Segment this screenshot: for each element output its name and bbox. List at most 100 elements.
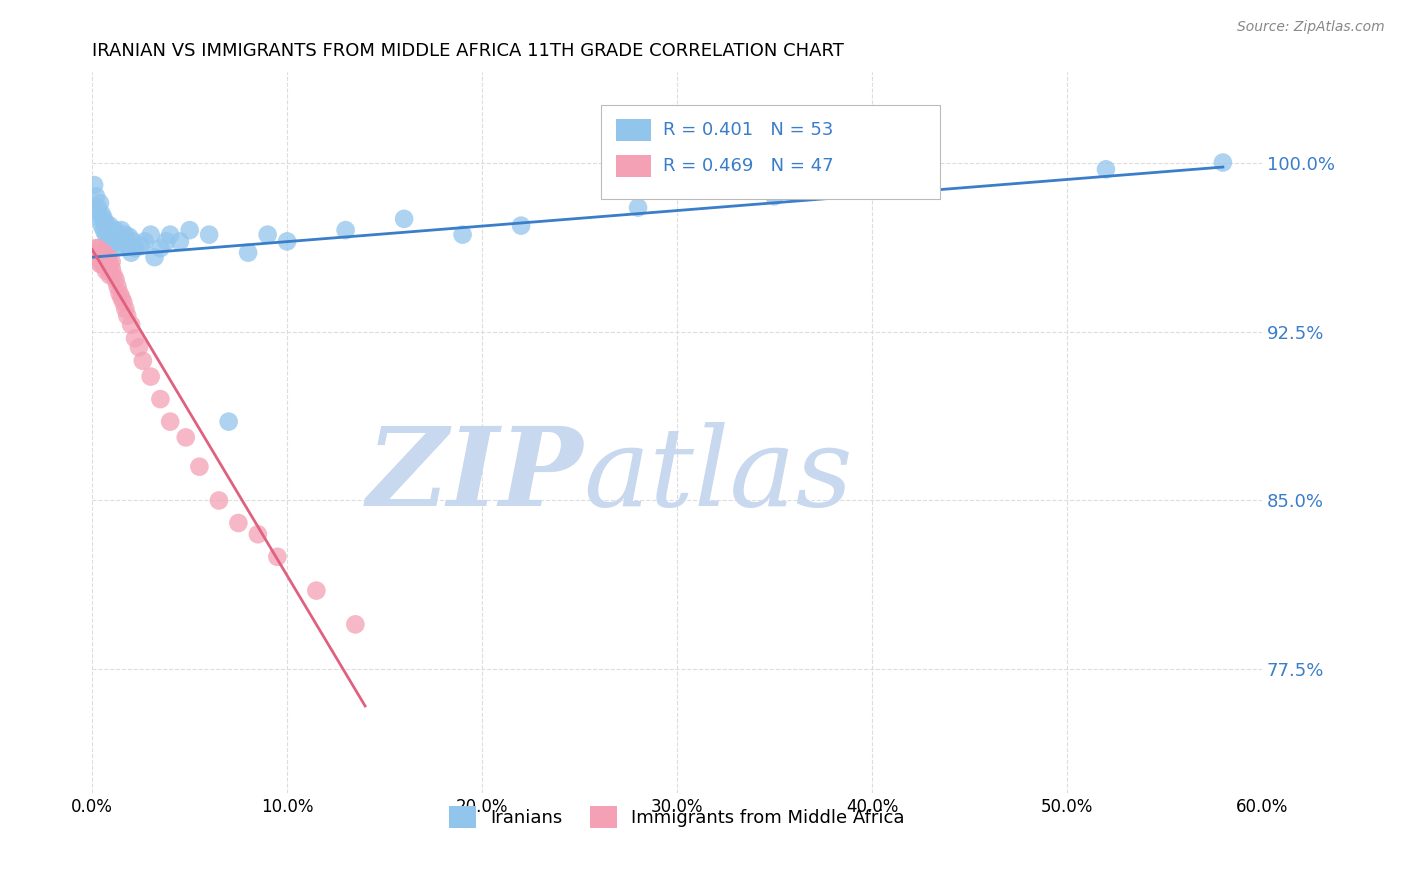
Point: [107, 227, 129, 242]
Point: [188, 459, 211, 474]
Point: [143, 250, 166, 264]
Point: [100, 254, 122, 268]
Point: [83, 178, 105, 192]
Point: [627, 201, 650, 215]
Point: [114, 301, 136, 316]
Text: Source: ZipAtlas.com: Source: ZipAtlas.com: [1237, 20, 1385, 34]
Point: [87, 201, 110, 215]
Text: R = 0.401   N = 53: R = 0.401 N = 53: [664, 121, 834, 139]
Point: [451, 227, 474, 242]
Point: [84, 250, 107, 264]
Point: [236, 245, 259, 260]
Point: [266, 549, 288, 564]
Point: [139, 227, 162, 242]
Point: [1212, 155, 1234, 169]
Point: [129, 239, 152, 253]
Point: [120, 318, 142, 332]
Point: [98, 230, 121, 244]
Point: [100, 227, 122, 242]
Point: [97, 223, 120, 237]
Point: [900, 178, 922, 192]
Point: [155, 235, 177, 249]
Point: [93, 223, 115, 237]
Point: [87, 245, 110, 260]
Point: [110, 291, 132, 305]
Point: [83, 245, 105, 260]
Point: [124, 241, 146, 255]
Text: ZIP: ZIP: [367, 423, 583, 530]
Point: [90, 257, 112, 271]
Text: R = 0.469   N = 47: R = 0.469 N = 47: [664, 157, 834, 175]
Point: [97, 261, 120, 276]
Point: [139, 369, 162, 384]
Point: [122, 235, 145, 249]
Point: [89, 245, 111, 260]
Point: [100, 261, 122, 276]
Point: [93, 257, 115, 271]
Y-axis label: 11th Grade: 11th Grade: [0, 382, 8, 483]
Point: [114, 227, 136, 242]
Point: [149, 241, 172, 255]
Bar: [616, 155, 651, 177]
Point: [84, 189, 107, 203]
Point: [89, 257, 111, 271]
Point: [120, 245, 142, 260]
Point: [89, 211, 111, 226]
Point: [87, 250, 110, 264]
Point: [392, 211, 415, 226]
Point: [97, 250, 120, 264]
Point: [94, 263, 117, 277]
Point: [89, 250, 111, 264]
Point: [104, 223, 127, 237]
Point: [107, 279, 129, 293]
Point: [218, 415, 240, 429]
Point: [93, 211, 115, 226]
Point: [90, 250, 112, 264]
Point: [112, 295, 135, 310]
Point: [84, 241, 107, 255]
Point: [112, 235, 135, 249]
Point: [98, 257, 121, 271]
Point: [335, 223, 357, 237]
Point: [108, 239, 131, 253]
Point: [169, 235, 191, 249]
Point: [87, 241, 110, 255]
Point: [94, 227, 117, 242]
Point: [94, 216, 117, 230]
Point: [98, 268, 121, 283]
Point: [93, 250, 115, 264]
Point: [97, 235, 120, 249]
Point: [110, 223, 132, 237]
Point: [198, 227, 221, 242]
Point: [97, 254, 120, 268]
Point: [100, 239, 122, 253]
Point: [117, 309, 139, 323]
Point: [1095, 162, 1118, 177]
Point: [179, 223, 201, 237]
Point: [228, 516, 250, 530]
Point: [149, 392, 172, 406]
Point: [763, 189, 786, 203]
Point: [93, 245, 115, 260]
Bar: [616, 120, 651, 141]
Point: [90, 219, 112, 233]
Point: [174, 430, 197, 444]
Point: [104, 273, 127, 287]
Point: [344, 617, 367, 632]
Point: [103, 268, 125, 283]
Point: [256, 227, 278, 242]
Point: [510, 219, 533, 233]
Point: [118, 230, 141, 244]
Point: [103, 235, 125, 249]
Point: [117, 239, 139, 253]
Point: [132, 353, 155, 368]
Point: [159, 227, 181, 242]
Text: IRANIAN VS IMMIGRANTS FROM MIDDLE AFRICA 11TH GRADE CORRELATION CHART: IRANIAN VS IMMIGRANTS FROM MIDDLE AFRICA…: [93, 42, 844, 60]
Point: [90, 207, 112, 221]
Point: [124, 331, 146, 345]
FancyBboxPatch shape: [600, 105, 941, 199]
Point: [89, 196, 111, 211]
Point: [134, 235, 156, 249]
Text: atlas: atlas: [583, 423, 853, 530]
Point: [246, 527, 269, 541]
